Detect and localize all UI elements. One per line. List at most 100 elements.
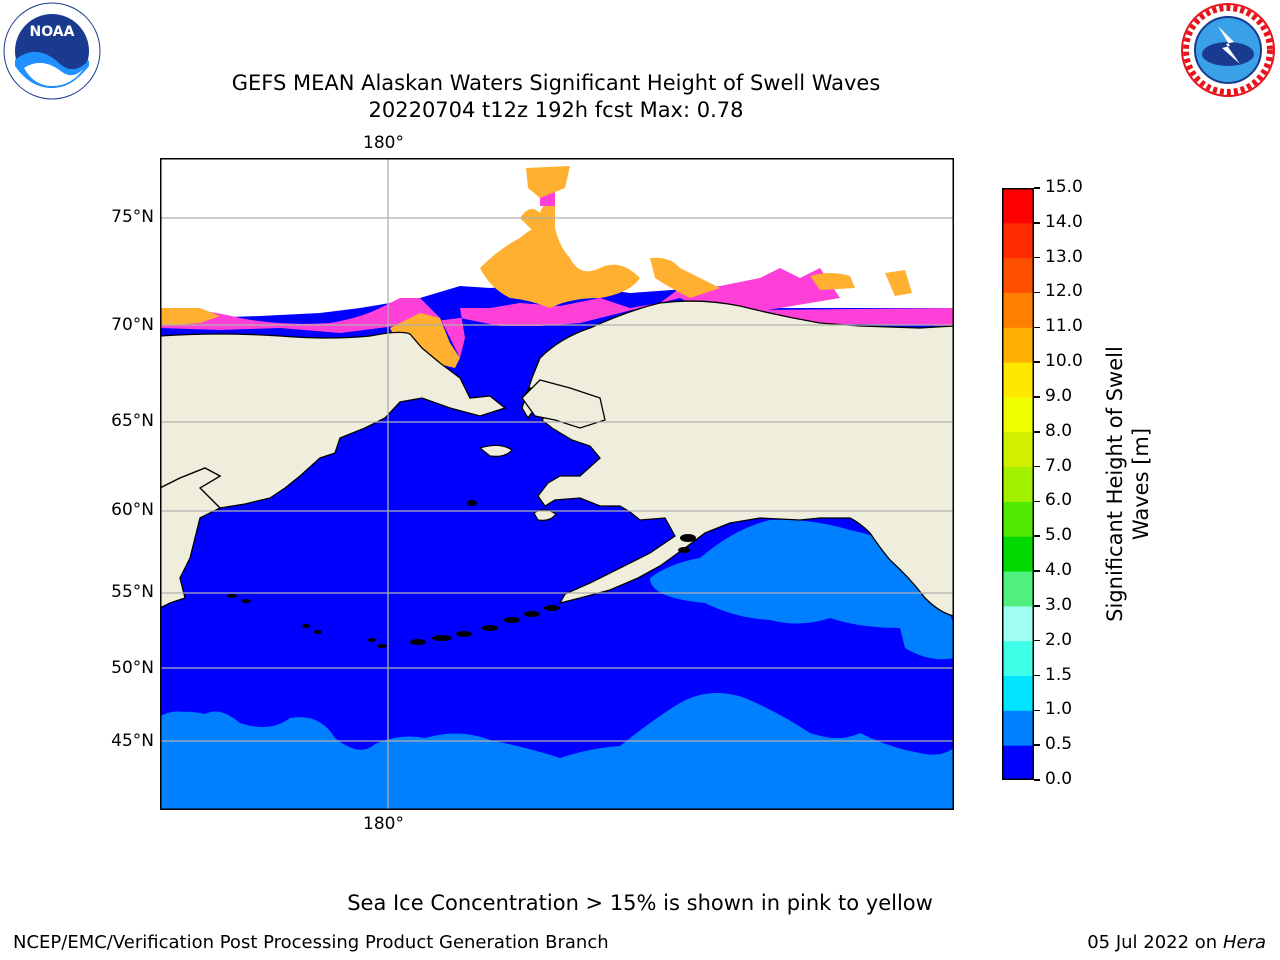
colorbar-tick-mark — [1034, 500, 1040, 503]
colorbar-tick-label: 8.0 — [1045, 420, 1073, 441]
aleutian-islands — [227, 500, 696, 648]
noaa-logo: NOAA — [2, 2, 102, 100]
colorbar-frame — [1002, 188, 1034, 780]
colorbar-tick-mark — [1034, 187, 1040, 189]
colorbar-tick-label: 11.0 — [1045, 316, 1083, 337]
noaa-logo-text: NOAA — [30, 24, 75, 40]
swell-region-gulf-east — [900, 628, 954, 660]
graticule — [160, 158, 954, 810]
colorbar-segment — [1002, 292, 1034, 328]
map-panel — [160, 158, 954, 810]
colorbar-tick-mark — [1034, 744, 1040, 746]
footer-system: Hera — [1222, 932, 1266, 953]
colorbar-tick-label: 1.5 — [1045, 664, 1073, 685]
chart-title-line1: GEFS MEAN Alaskan Waters Significant Hei… — [231, 71, 881, 95]
colorbar-segment — [1002, 257, 1034, 293]
colorbar-tick-mark — [1034, 709, 1040, 712]
colorbar-segment — [1002, 745, 1034, 781]
colorbar-segment — [1002, 431, 1034, 468]
lat-label-55: 55°N — [111, 582, 154, 602]
colorbar-segment — [1002, 362, 1034, 398]
map-svg — [160, 158, 954, 810]
colorbar-segment — [1002, 571, 1034, 607]
colorbar-tick-mark — [1034, 396, 1040, 398]
land-st-lawrence-island — [478, 444, 513, 457]
colorbar-tick-mark — [1034, 779, 1040, 781]
colorbar-segment — [1002, 640, 1034, 677]
colorbar-segment — [1002, 466, 1034, 502]
colorbar-segment — [1002, 605, 1034, 642]
swell-region-south — [160, 693, 954, 810]
sea-ice-north-orange — [526, 166, 570, 198]
colorbar-tick-mark — [1034, 465, 1040, 468]
land-alaska — [521, 300, 954, 617]
sea-ice-band-west — [160, 268, 840, 358]
colorbar-tick-label: 9.0 — [1045, 385, 1073, 406]
colorbar-segment — [1002, 327, 1034, 363]
lon-label-bottom: 180° — [363, 814, 404, 834]
colorbar-tick-label: 14.0 — [1045, 211, 1083, 232]
colorbar-label: Significant Height of Swell Waves [m] — [1103, 346, 1153, 622]
colorbar-tick-label: 6.0 — [1045, 490, 1073, 511]
colorbar-segment — [1002, 188, 1034, 224]
colorbar-tick-label: 13.0 — [1045, 246, 1083, 267]
colorbar-tick-label: 5.0 — [1045, 525, 1073, 546]
colorbar-tick-mark — [1034, 605, 1040, 607]
lat-label-45: 45°N — [111, 731, 154, 751]
colorbar-tick-label: 0.0 — [1045, 769, 1073, 789]
land-nunivak-island — [533, 509, 557, 521]
sea-ice-orange-chukchi — [480, 225, 640, 308]
colorbar-segment — [1002, 675, 1034, 711]
colorbar-tick-mark — [1034, 256, 1040, 259]
colorbar-segment — [1002, 222, 1034, 259]
colorbar-tick-label: 4.0 — [1045, 560, 1073, 581]
footer-date-text: 05 Jul 2022 on — [1087, 932, 1223, 953]
colorbar-tick-mark — [1034, 291, 1040, 294]
colorbar-tick-label: 1.0 — [1045, 699, 1073, 720]
land-chukotka — [160, 331, 507, 509]
colorbar-tick-mark — [1034, 361, 1040, 363]
sea-ice-orange-bering — [390, 313, 460, 368]
colorbar-tick-mark — [1034, 326, 1040, 329]
colorbar-tick-mark — [1034, 674, 1040, 677]
colorbar-segment — [1002, 501, 1034, 537]
swell-region-south-west — [160, 711, 220, 810]
colorbar-tick-mark — [1034, 639, 1040, 642]
colorbar-tick-label: 12.0 — [1045, 281, 1083, 302]
lon-label-top: 180° — [363, 133, 404, 153]
lat-label-50: 50°N — [111, 658, 154, 678]
colorbar-segment — [1002, 710, 1034, 746]
colorbar-tick-mark — [1034, 570, 1040, 572]
sea-ice-orange-canada-e — [885, 270, 912, 296]
colorbar-tick-label: 15.0 — [1045, 177, 1083, 197]
nws-logo — [1178, 2, 1278, 98]
colorbar-tick-mark — [1034, 431, 1040, 433]
colorbar-tick-mark — [1034, 535, 1040, 537]
colorbar-tick-label: 2.0 — [1045, 629, 1073, 650]
colorbar-tick-label: 7.0 — [1045, 455, 1073, 476]
sea-ice-orange-beaufort — [650, 257, 720, 298]
land-kamchatka — [160, 467, 222, 609]
footer-producer: NCEP/EMC/Verification Post Processing Pr… — [13, 932, 609, 953]
swell-region-gulf — [650, 519, 954, 658]
land-seward-peninsula — [521, 379, 606, 429]
sea-ice-orange-canada — [810, 273, 855, 290]
sea-ice-caption: Sea Ice Concentration > 15% is shown in … — [347, 891, 933, 915]
chart-title-line2: 20220704 t12z 192h fcst Max: 0.78 — [368, 98, 744, 122]
colorbar-tick-label: 3.0 — [1045, 594, 1073, 615]
colorbar-tick-label: 10.0 — [1045, 351, 1083, 372]
colorbar-tick-label: 0.5 — [1045, 734, 1073, 755]
colorbar-ticks: 15.0 14.0 13.0 12.0 11.0 10.0 9.0 8.0 7.0 6.0 5.0 4… — [1034, 177, 1104, 789]
lat-label-70: 70°N — [111, 315, 154, 335]
footer-date: 05 Jul 2022 on Hera — [1087, 932, 1266, 953]
colorbar — [1002, 188, 1034, 781]
colorbar-segment — [1002, 396, 1034, 433]
lat-label-75: 75°N — [111, 207, 154, 227]
sea-ice-orange-west — [160, 308, 220, 326]
colorbar-svg — [1002, 188, 1034, 781]
map-frame — [160, 158, 954, 810]
colorbar-segment — [1002, 536, 1034, 572]
lat-label-65: 65°N — [111, 411, 154, 431]
colorbar-tick-mark — [1034, 222, 1040, 224]
lat-label-60: 60°N — [111, 500, 154, 520]
